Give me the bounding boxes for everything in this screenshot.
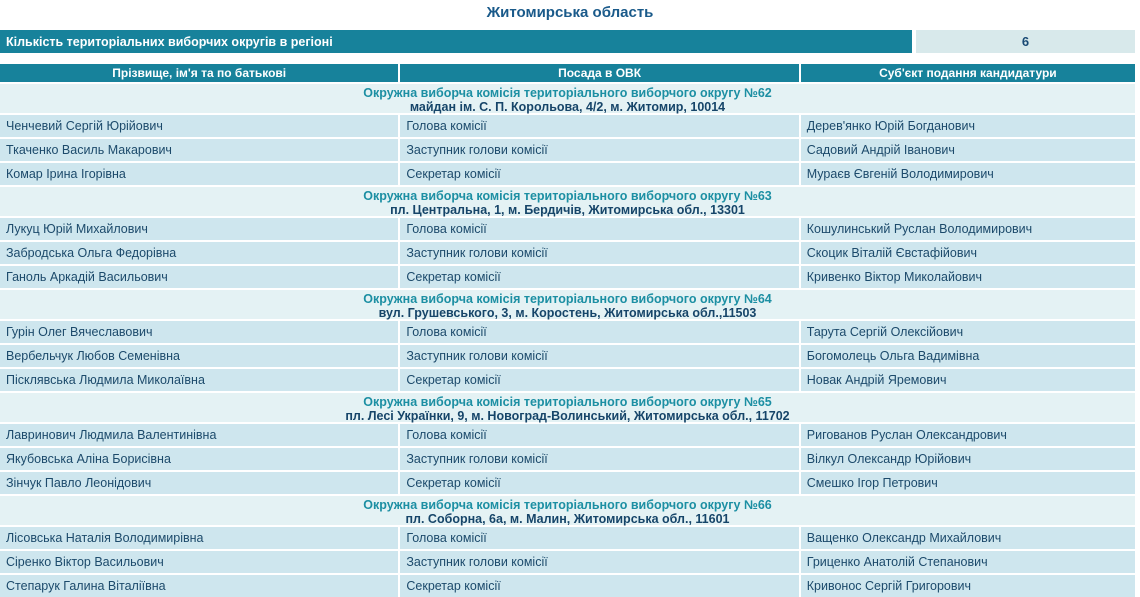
cell-name: Лісовська Наталія Володимирівна: [0, 527, 399, 549]
cell-nominator: Мураєв Євгеній Володимирович: [800, 163, 1135, 185]
table-row: Лавринович Людмила Валентинівна Голова к…: [0, 424, 1135, 446]
district-section-header: Окружна виборча комісія територіального …: [0, 393, 1135, 423]
cell-position: Голова комісії: [400, 424, 799, 446]
district-section-header: Окружна виборча комісія територіального …: [0, 84, 1135, 114]
cell-nominator: Смешко Ігор Петрович: [800, 472, 1135, 494]
cell-nominator: Кривонос Сергій Григорович: [800, 575, 1135, 597]
table-row: Пісклявська Людмила Миколаївна Секретар …: [0, 369, 1135, 391]
district-address: вул. Грушевського, 3, м. Коростень, Жито…: [378, 306, 757, 320]
district-section-header: Окружна виборча комісія територіального …: [0, 187, 1135, 217]
cell-position: Секретар комісії: [400, 163, 799, 185]
table-header-row: Прізвище, ім'я та по батькові Посада в О…: [0, 64, 1135, 82]
cell-position: Секретар комісії: [400, 266, 799, 288]
column-header-name: Прізвище, ім'я та по батькові: [0, 64, 399, 82]
cell-nominator: Дерев'янко Юрій Богданович: [800, 115, 1135, 137]
cell-name: Комар Ірина Ігорівна: [0, 163, 399, 185]
table-row: Вербельчук Любов Семенівна Заступник гол…: [0, 345, 1135, 367]
cell-nominator: Кривенко Віктор Миколайович: [800, 266, 1135, 288]
district-address: пл. Лесі Українки, 9, м. Новоград-Волинс…: [345, 409, 790, 423]
district-title: Окружна виборча комісія територіального …: [363, 189, 772, 203]
table-row: Лукуц Юрій Михайлович Голова комісії Кош…: [0, 218, 1135, 240]
district-title: Окружна виборча комісія територіального …: [363, 292, 772, 306]
cell-position: Заступник голови комісії: [400, 345, 799, 367]
column-header-nominator: Суб'єкт подання кандидатури: [800, 64, 1135, 82]
district-address: пл. Соборна, 6а, м. Малин, Житомирська о…: [405, 512, 730, 526]
cell-name: Гурін Олег Вячеславович: [0, 321, 399, 343]
cell-name: Вербельчук Любов Семенівна: [0, 345, 399, 367]
district-section-header: Окружна виборча комісія територіального …: [0, 496, 1135, 526]
table-row: Комар Ірина Ігорівна Секретар комісії Му…: [0, 163, 1135, 185]
cell-name: Якубовська Аліна Борисівна: [0, 448, 399, 470]
cell-nominator: Скоцик Віталій Євстафійович: [800, 242, 1135, 264]
cell-name: Сіренко Віктор Васильович: [0, 551, 399, 573]
table-row: Зінчук Павло Леонідович Секретар комісії…: [0, 472, 1135, 494]
section-rows: Ченчевий Сергій Юрійович Голова комісії …: [0, 115, 1135, 185]
district-address: майдан ім. С. П. Корольова, 4/2, м. Жито…: [409, 100, 726, 114]
report-content: Кількість територіальних виборчих округі…: [0, 30, 1140, 597]
cell-nominator: Ригованов Руслан Олександрович: [800, 424, 1135, 446]
cell-nominator: Тарута Сергій Олексійович: [800, 321, 1135, 343]
district-section: Окружна виборча комісія територіального …: [0, 393, 1135, 494]
section-rows: Лісовська Наталія Володимирівна Голова к…: [0, 527, 1135, 597]
cell-nominator: Ващенко Олександр Михайлович: [800, 527, 1135, 549]
district-section: Окружна виборча комісія територіального …: [0, 84, 1135, 185]
page-title: Житомирська область: [486, 4, 654, 21]
cell-position: Голова комісії: [400, 321, 799, 343]
table-row: Ткаченко Василь Макарович Заступник голо…: [0, 139, 1135, 161]
table-row: Сіренко Віктор Васильович Заступник голо…: [0, 551, 1135, 573]
cell-name: Лукуц Юрій Михайлович: [0, 218, 399, 240]
cell-position: Голова комісії: [400, 115, 799, 137]
cell-nominator: Богомолець Ольга Вадимівна: [800, 345, 1135, 367]
table-row: Якубовська Аліна Борисівна Заступник гол…: [0, 448, 1135, 470]
cell-position: Секретар комісії: [400, 575, 799, 597]
column-header-position: Посада в ОВК: [400, 64, 799, 82]
cell-position: Секретар комісії: [400, 369, 799, 391]
cell-position: Заступник голови комісії: [400, 139, 799, 161]
summary-bar: Кількість територіальних виборчих округі…: [0, 30, 1135, 53]
cell-name: Забродська Ольга Федорівна: [0, 242, 399, 264]
table-row: Гурін Олег Вячеславович Голова комісії Т…: [0, 321, 1135, 343]
district-section-header: Окружна виборча комісія територіального …: [0, 290, 1135, 320]
cell-position: Заступник голови комісії: [400, 448, 799, 470]
cell-nominator: Садовий Андрій Іванович: [800, 139, 1135, 161]
cell-nominator: Гриценко Анатолій Степанович: [800, 551, 1135, 573]
cell-name: Ганоль Аркадій Васильович: [0, 266, 399, 288]
district-section: Окружна виборча комісія територіального …: [0, 290, 1135, 391]
district-section: Окружна виборча комісія територіального …: [0, 187, 1135, 288]
cell-name: Лавринович Людмила Валентинівна: [0, 424, 399, 446]
cell-position: Голова комісії: [400, 218, 799, 240]
cell-name: Степарук Галина Віталіївна: [0, 575, 399, 597]
cell-position: Заступник голови комісії: [400, 242, 799, 264]
district-address: пл. Центральна, 1, м. Бердичів, Житомирс…: [390, 203, 745, 217]
district-title: Окружна виборча комісія територіального …: [363, 498, 772, 512]
district-title: Окружна виборча комісія територіального …: [363, 395, 772, 409]
summary-value: 6: [916, 30, 1135, 53]
district-title: Окружна виборча комісія територіального …: [363, 86, 772, 100]
section-rows: Лукуц Юрій Михайлович Голова комісії Кош…: [0, 218, 1135, 288]
summary-label: Кількість територіальних виборчих округі…: [0, 30, 912, 53]
cell-name: Ткаченко Василь Макарович: [0, 139, 399, 161]
cell-position: Секретар комісії: [400, 472, 799, 494]
cell-position: Заступник голови комісії: [400, 551, 799, 573]
cell-nominator: Вілкул Олександр Юрійович: [800, 448, 1135, 470]
section-rows: Гурін Олег Вячеславович Голова комісії Т…: [0, 321, 1135, 391]
table-row: Степарук Галина Віталіївна Секретар комі…: [0, 575, 1135, 597]
cell-position: Голова комісії: [400, 527, 799, 549]
cell-name: Ченчевий Сергій Юрійович: [0, 115, 399, 137]
cell-name: Пісклявська Людмила Миколаївна: [0, 369, 399, 391]
table-row: Забродська Ольга Федорівна Заступник гол…: [0, 242, 1135, 264]
cell-nominator: Новак Андрій Яремович: [800, 369, 1135, 391]
section-rows: Лавринович Людмила Валентинівна Голова к…: [0, 424, 1135, 494]
cell-nominator: Кошулинський Руслан Володимирович: [800, 218, 1135, 240]
table-body: Окружна виборча комісія територіального …: [0, 84, 1135, 597]
table-row: Ченчевий Сергій Юрійович Голова комісії …: [0, 115, 1135, 137]
table-row: Лісовська Наталія Володимирівна Голова к…: [0, 527, 1135, 549]
table-row: Ганоль Аркадій Васильович Секретар коміс…: [0, 266, 1135, 288]
district-section: Окружна виборча комісія територіального …: [0, 496, 1135, 597]
cell-name: Зінчук Павло Леонідович: [0, 472, 399, 494]
